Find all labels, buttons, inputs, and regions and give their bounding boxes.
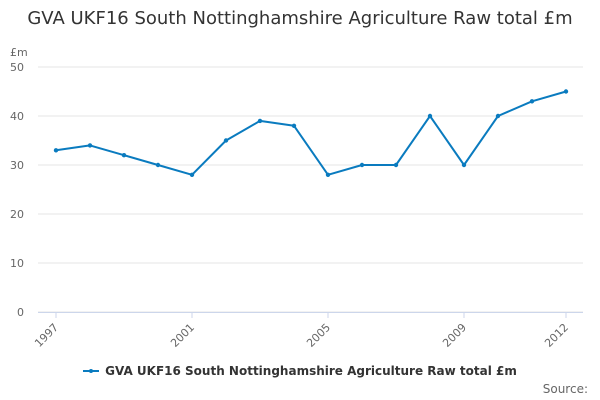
data-point[interactable] [257,118,263,124]
y-tick-label: 10 [10,257,24,270]
data-point[interactable] [461,162,467,168]
legend-label: GVA UKF16 South Nottinghamshire Agricult… [105,364,517,378]
series-layer [53,89,569,177]
x-tick-label: 2005 [304,321,333,350]
y-tick-label: 20 [10,208,24,221]
data-point[interactable] [359,162,365,168]
x-tick-label: 2009 [440,321,469,350]
x-tick-label: 2001 [168,321,197,350]
y-axis-ticks: 0 10 20 30 40 50 [10,61,24,319]
chart-title: GVA UKF16 South Nottinghamshire Agricult… [27,8,573,29]
x-tick-label: 1997 [32,321,61,350]
legend-marker [83,365,100,377]
x-tick-label: 2012 [542,321,571,350]
line-chart: £m 0 10 20 30 40 50 1997 2001 2005 2009 2012 [10,46,583,350]
data-point[interactable] [189,172,195,177]
y-tick-label: 40 [10,110,24,123]
source-label: Source: [542,382,588,396]
y-axis-unit-label: £m [10,46,28,59]
y-tick-label: 50 [10,61,24,74]
data-point[interactable] [155,162,161,168]
data-point[interactable] [393,162,399,168]
data-point[interactable] [325,172,331,177]
data-point[interactable] [121,153,127,158]
data-point[interactable] [291,123,297,128]
data-point[interactable] [223,138,229,143]
data-point[interactable] [495,113,501,119]
data-point[interactable] [529,99,535,104]
data-point[interactable] [563,89,569,94]
series-line[interactable] [55,90,567,176]
legend-dot [89,369,94,373]
gridlines [38,66,583,313]
y-tick-label: 0 [17,306,24,319]
data-point[interactable] [427,113,433,119]
data-point[interactable] [87,143,93,148]
data-point[interactable] [53,148,59,153]
x-axis: 1997 2001 2005 2009 2012 [32,312,583,350]
legend[interactable]: GVA UKF16 South Nottinghamshire Agricult… [0,364,600,378]
y-tick-label: 30 [10,159,24,172]
